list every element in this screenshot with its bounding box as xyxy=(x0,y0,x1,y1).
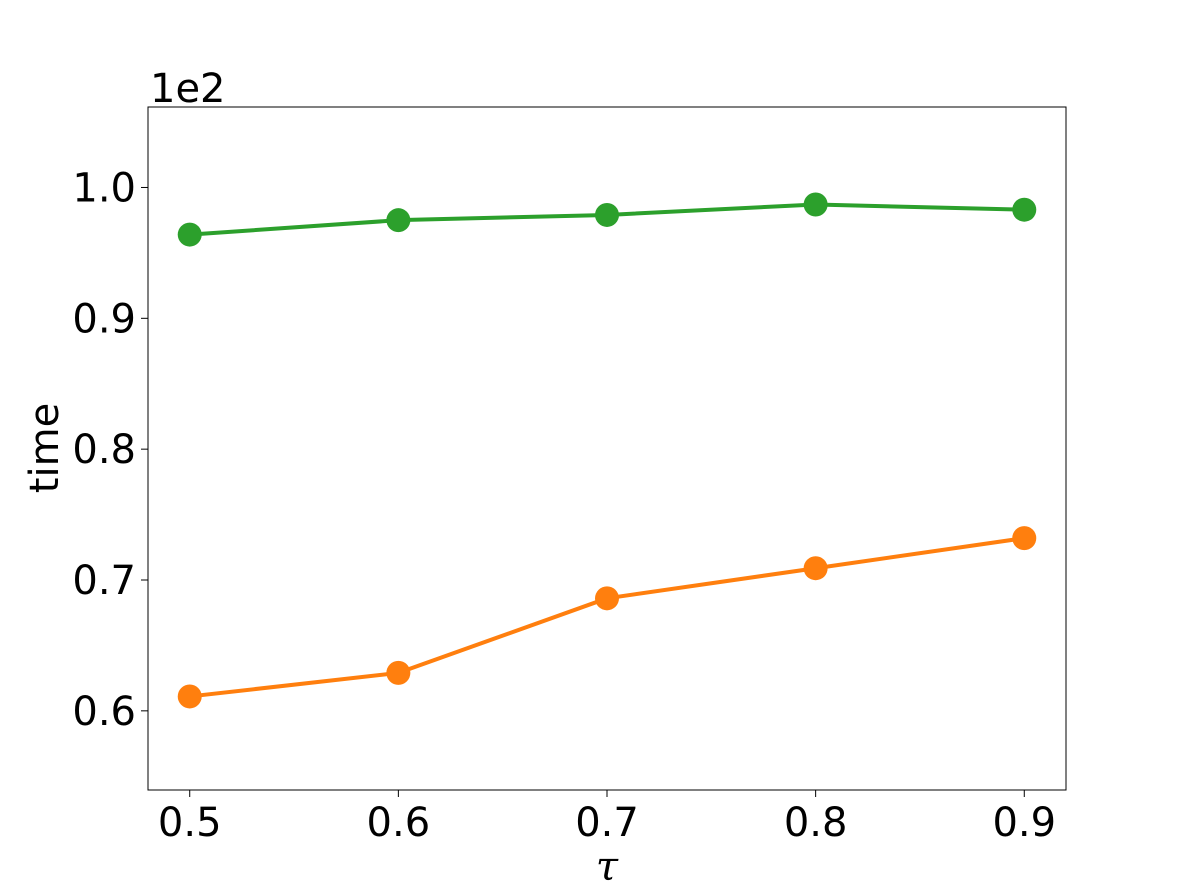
series-point-1 xyxy=(595,586,619,611)
ticks-layer: 0.5 0.6 0.7 0.8 0.9 0.6 0.7 0.8 0.9 1.0 xyxy=(72,165,1056,846)
y-offset-label: 1e2 xyxy=(150,66,226,112)
series-point-1 xyxy=(386,660,411,685)
series-point-0 xyxy=(386,208,411,233)
x-axis-label: τ xyxy=(596,844,619,888)
series-point-1 xyxy=(177,684,202,709)
y-tick-label: 0.6 xyxy=(72,689,136,735)
y-tick-label: 0.7 xyxy=(72,558,136,604)
series-point-1 xyxy=(803,556,828,581)
x-tick-label: 0.8 xyxy=(784,800,848,846)
x-tick-label: 0.9 xyxy=(992,800,1056,846)
y-axis-label: time xyxy=(22,403,68,493)
x-tick-label: 0.5 xyxy=(158,800,222,846)
series-point-1 xyxy=(1012,526,1037,551)
series-point-0 xyxy=(177,222,202,247)
x-tick-label: 0.6 xyxy=(367,800,431,846)
series-point-0 xyxy=(803,192,828,217)
series-layer xyxy=(177,192,1037,709)
y-tick-label: 0.9 xyxy=(72,296,136,342)
series-point-0 xyxy=(1012,197,1037,222)
series-line-1 xyxy=(189,536,1025,699)
y-tick-label: 1.0 xyxy=(72,165,136,211)
series-point-0 xyxy=(595,202,619,227)
x-tick-label: 0.7 xyxy=(575,800,639,846)
y-tick-label: 0.8 xyxy=(72,427,136,473)
